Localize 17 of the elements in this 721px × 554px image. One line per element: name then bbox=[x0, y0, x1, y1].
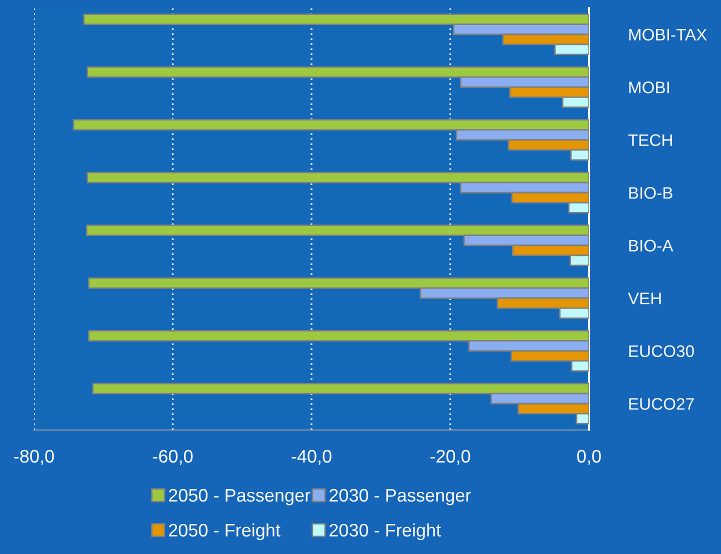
x-tick-label: 0,0 bbox=[577, 450, 601, 465]
x-tick-label: -20,0 bbox=[430, 450, 470, 465]
y-tick-label: VEH bbox=[628, 292, 661, 304]
y-tick-label: BIO-A bbox=[629, 240, 674, 252]
x-tick-label: -80,0 bbox=[14, 450, 54, 465]
y-tick-label: BIO-B bbox=[629, 187, 672, 199]
y-tick-label: MOBI-TAX bbox=[629, 28, 707, 41]
legend-label: 2030 - Passenger bbox=[330, 488, 471, 506]
legend-label: 2030 - Freight bbox=[330, 523, 441, 540]
x-tick-label: -40,0 bbox=[292, 450, 332, 465]
y-tick-label: MOBI bbox=[629, 82, 669, 94]
legend-label: 2050 - Passenger bbox=[168, 488, 310, 506]
y-tick-label: EUCO30 bbox=[629, 345, 694, 358]
y-tick-label: EUCO27 bbox=[629, 398, 694, 410]
y-tick-label: TECH bbox=[628, 134, 672, 146]
x-tick-label: -60,0 bbox=[152, 450, 193, 465]
legend-label: 2050 - Freight bbox=[168, 523, 280, 540]
